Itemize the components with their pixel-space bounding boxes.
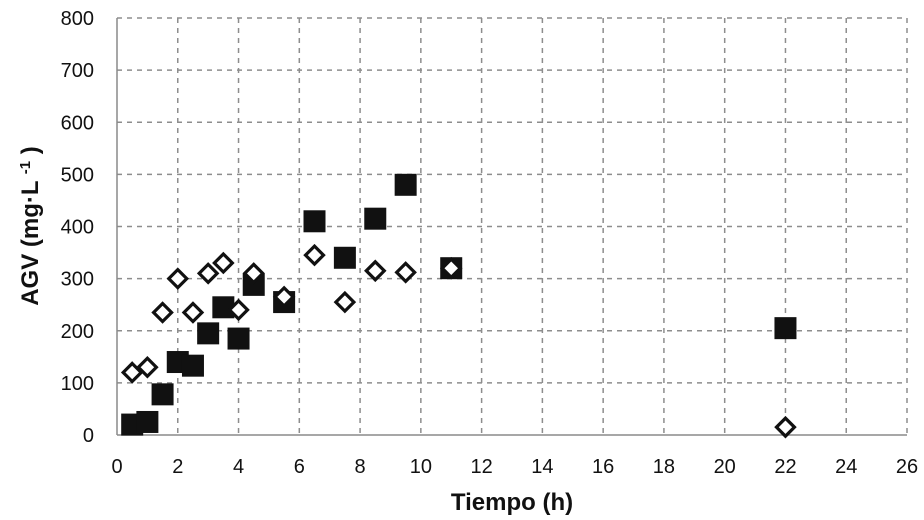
open-diamond-point xyxy=(439,256,463,280)
x-tick-label: 0 xyxy=(111,456,122,478)
open-diamond-point xyxy=(303,243,326,267)
y-tick-label: 400 xyxy=(61,217,94,239)
filled-square-point xyxy=(151,383,174,406)
open-diamond-point xyxy=(242,262,265,285)
y-axis-title: AGV (mg·L -1 ) xyxy=(9,146,44,306)
open-diamond-point xyxy=(166,267,190,290)
filled-square-point xyxy=(197,322,220,345)
y-tick-label: 800 xyxy=(61,8,94,30)
x-tick-label: 20 xyxy=(714,456,736,478)
y-tick-label: 600 xyxy=(61,112,94,134)
x-tick-label: 16 xyxy=(592,456,614,478)
open-diamond-point xyxy=(136,355,159,379)
x-tick-label: 8 xyxy=(355,456,366,478)
x-tick-label: 26 xyxy=(896,456,918,478)
data-series xyxy=(120,173,797,439)
x-tick-label: 12 xyxy=(470,456,492,478)
x-tick-label: 14 xyxy=(531,456,553,478)
x-tick-label: 6 xyxy=(294,456,305,478)
y-tick-label: 200 xyxy=(61,321,94,343)
open-diamond-point xyxy=(364,259,387,283)
open-diamond-point xyxy=(333,290,357,314)
axes xyxy=(116,18,907,436)
open-diamond-point xyxy=(181,301,205,324)
x-tick-label: 10 xyxy=(410,456,432,478)
y-axis-title-superscript: -1 xyxy=(17,161,34,174)
open-diamond-series xyxy=(120,243,797,439)
filled-square-point xyxy=(333,246,356,269)
open-diamond-point xyxy=(196,262,220,285)
x-tick-label: 2 xyxy=(172,456,183,478)
y-tick-label: 100 xyxy=(61,373,94,395)
tick-labels: 0 2 4 6 8 10 12 14 16 18 20 22 24 2601002003004005006… xyxy=(61,8,919,478)
filled-square-point xyxy=(774,317,797,340)
filled-square-point xyxy=(364,207,387,230)
open-diamond-point xyxy=(151,301,174,324)
y-axis-title-end: ) xyxy=(17,146,44,154)
filled-square-point xyxy=(394,173,417,196)
filled-square-point xyxy=(212,296,235,319)
filled-square-point xyxy=(227,327,250,350)
filled-square-point xyxy=(136,410,159,433)
open-diamond-point xyxy=(212,251,235,275)
open-diamond-point xyxy=(394,261,417,284)
x-tick-label: 18 xyxy=(653,456,675,478)
y-tick-label: 500 xyxy=(61,164,94,186)
y-tick-label: 300 xyxy=(61,269,94,291)
filled-square-point xyxy=(181,354,204,377)
open-diamond-point xyxy=(272,285,296,309)
x-tick-label: 24 xyxy=(835,456,857,478)
filled-square-point xyxy=(303,210,326,233)
x-tick-label: 22 xyxy=(774,456,796,478)
y-tick-label: 700 xyxy=(61,60,94,82)
open-diamond-point xyxy=(774,415,797,439)
x-tick-label: 4 xyxy=(233,456,244,478)
filled-square-point xyxy=(242,273,265,296)
x-axis-title: Tiempo (h) xyxy=(451,489,573,516)
open-diamond-point xyxy=(227,298,250,322)
y-tick-label: 0 xyxy=(83,425,94,447)
open-diamond-point xyxy=(120,361,144,384)
y-axis-title-main: AGV (mg·L xyxy=(17,181,44,306)
